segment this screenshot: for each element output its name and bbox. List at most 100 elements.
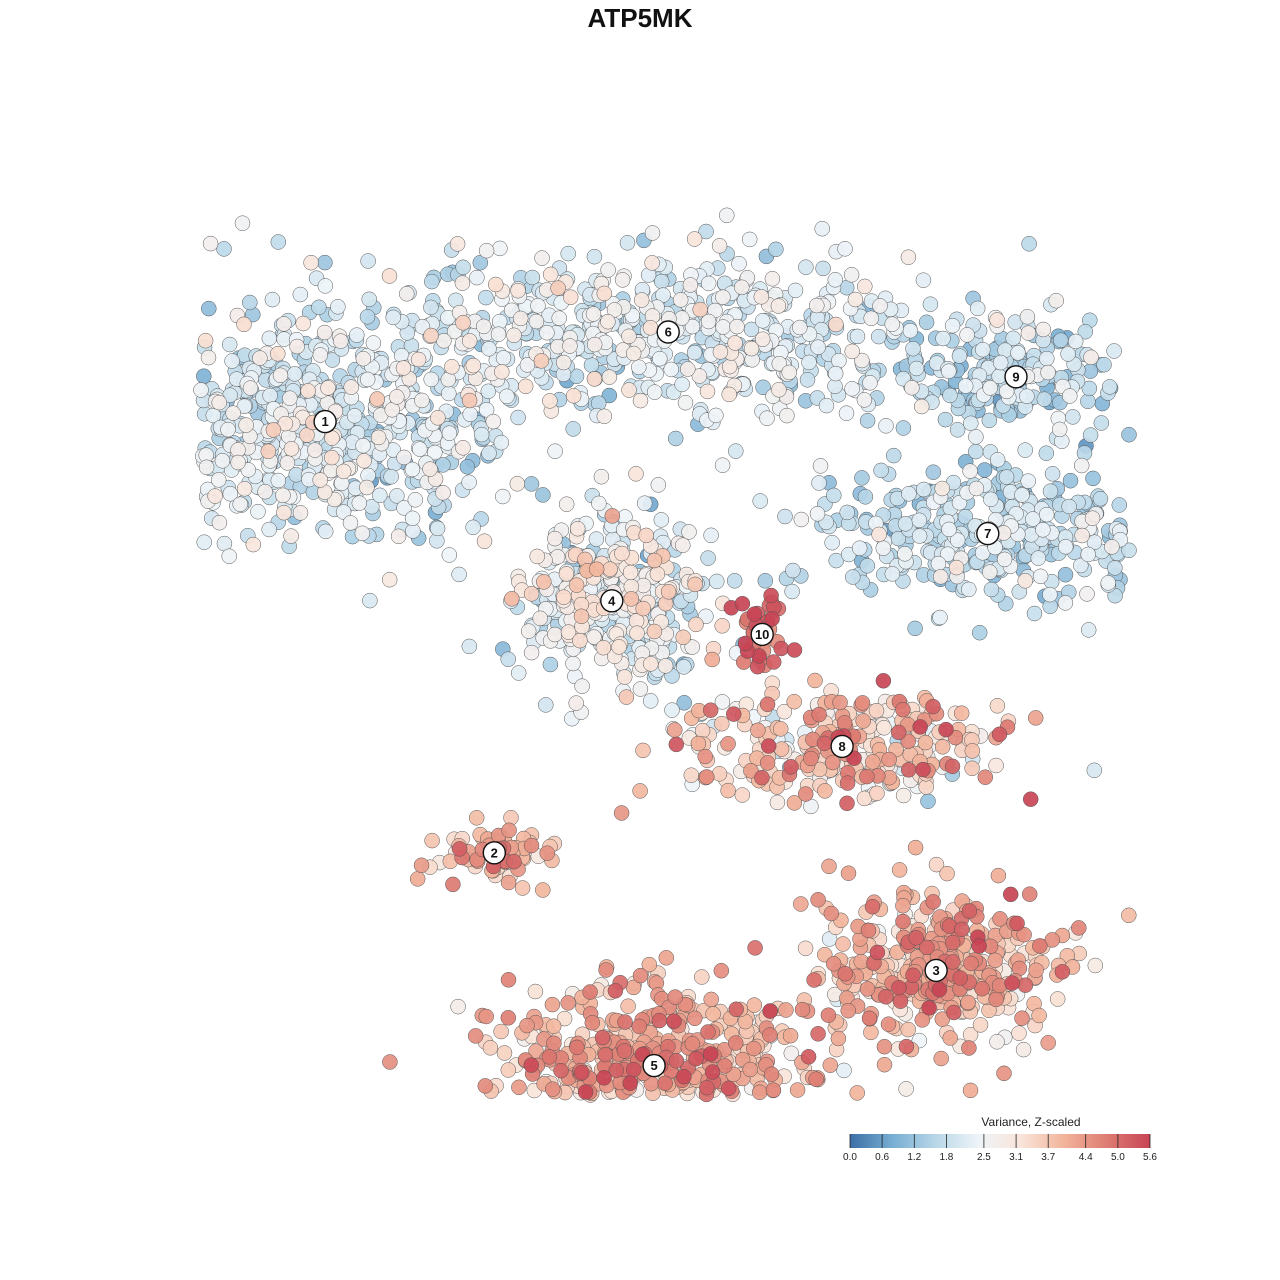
- data-point: [556, 1010, 573, 1027]
- data-point: [727, 335, 743, 351]
- data-point: [688, 616, 704, 633]
- data-point: [596, 285, 613, 302]
- data-point: [755, 379, 771, 396]
- data-point: [1017, 977, 1034, 993]
- data-point: [862, 375, 878, 391]
- data-point: [759, 755, 776, 771]
- data-point: [230, 454, 246, 471]
- data-point: [876, 1038, 893, 1055]
- data-point: [828, 552, 844, 569]
- data-point: [646, 384, 663, 400]
- data-point: [726, 573, 743, 589]
- data-point: [381, 268, 398, 284]
- data-point: [996, 1065, 1012, 1082]
- data-point: [741, 231, 758, 248]
- data-point: [859, 412, 876, 429]
- data-point: [613, 805, 630, 821]
- data-point: [987, 952, 1003, 969]
- data-point: [699, 1079, 715, 1096]
- data-point: [991, 726, 1008, 743]
- data-point: [928, 856, 945, 873]
- data-point: [1026, 605, 1043, 622]
- data-point: [468, 810, 485, 826]
- data-point: [1106, 343, 1122, 359]
- data-point: [742, 1061, 758, 1078]
- data-point: [1044, 466, 1061, 482]
- data-point: [863, 310, 879, 327]
- data-point: [238, 417, 254, 433]
- data-point: [214, 453, 231, 469]
- data-point: [598, 962, 614, 978]
- svg-text:9: 9: [1012, 369, 1019, 384]
- data-point: [674, 376, 690, 393]
- legend-tick-label: 0.0: [843, 1152, 857, 1163]
- data-point: [1021, 236, 1037, 252]
- data-point: [660, 584, 677, 600]
- data-point: [404, 461, 421, 478]
- data-point: [860, 922, 877, 939]
- data-point: [675, 629, 691, 646]
- data-point: [728, 443, 744, 459]
- data-point: [779, 407, 795, 424]
- data-point: [585, 306, 602, 322]
- data-point: [574, 1064, 590, 1081]
- data-point: [989, 312, 1005, 328]
- data-point: [1005, 330, 1021, 347]
- data-point: [797, 786, 814, 802]
- data-point: [602, 561, 618, 577]
- data-point: [743, 340, 760, 357]
- data-point: [542, 266, 559, 283]
- data-point: [299, 427, 315, 443]
- data-point: [264, 291, 281, 308]
- data-point: [410, 351, 427, 368]
- data-point: [963, 955, 979, 972]
- data-point: [1065, 409, 1081, 425]
- data-point: [342, 515, 359, 531]
- data-point: [1077, 323, 1094, 340]
- data-point: [1062, 472, 1079, 489]
- data-point: [653, 512, 670, 528]
- data-point: [492, 240, 508, 257]
- data-point: [202, 235, 219, 252]
- data-point: [1031, 1007, 1047, 1024]
- data-point: [863, 1024, 879, 1041]
- data-point: [1014, 487, 1030, 503]
- data-point: [700, 550, 716, 566]
- data-point: [1080, 546, 1096, 563]
- data-point: [854, 695, 871, 711]
- data-point: [1096, 356, 1112, 373]
- data-point: [510, 665, 527, 681]
- data-point: [709, 573, 725, 590]
- data-point: [799, 372, 816, 388]
- data-point: [569, 520, 586, 537]
- data-point: [719, 207, 735, 224]
- cluster-label-2: 2: [482, 841, 506, 865]
- data-point: [840, 1002, 856, 1019]
- data-point: [944, 758, 961, 775]
- data-point: [831, 352, 847, 369]
- data-point: [854, 470, 870, 486]
- data-point: [361, 291, 377, 308]
- data-point: [961, 581, 977, 598]
- data-point: [197, 332, 214, 349]
- data-point: [221, 336, 238, 353]
- data-point: [276, 504, 292, 521]
- data-point: [462, 406, 478, 423]
- data-point: [573, 608, 590, 625]
- data-point: [942, 387, 958, 404]
- data-point: [594, 1029, 611, 1046]
- data-point: [372, 487, 388, 504]
- data-point: [811, 706, 827, 723]
- data-point: [905, 340, 921, 357]
- data-point: [569, 1039, 585, 1056]
- data-point: [642, 693, 659, 709]
- data-point: [694, 969, 710, 985]
- data-point: [444, 359, 460, 375]
- data-point: [390, 528, 407, 545]
- data-point: [821, 858, 837, 875]
- data-point: [729, 318, 745, 335]
- data-point: [221, 548, 237, 564]
- data-point: [1015, 1041, 1032, 1058]
- data-point: [815, 260, 831, 277]
- data-point: [261, 330, 278, 347]
